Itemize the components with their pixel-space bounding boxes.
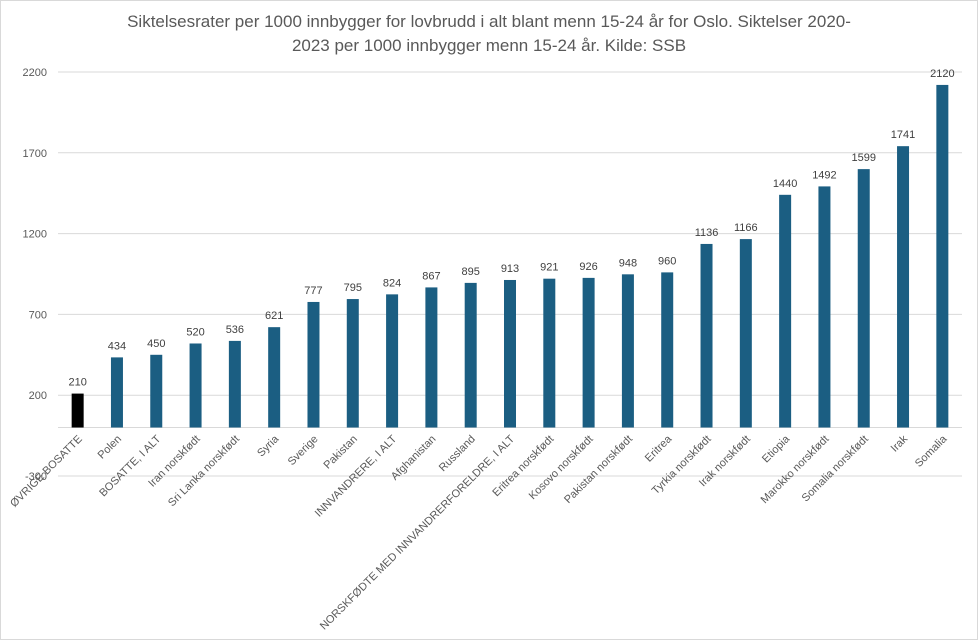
data-label: 1136	[695, 227, 719, 239]
y-tick-label: -300	[25, 471, 47, 483]
category-label: Etiopia	[760, 433, 793, 466]
category-label: Somalia	[913, 433, 950, 470]
data-label: 2120	[930, 68, 954, 80]
data-label: 960	[658, 255, 676, 267]
y-tick-label: 200	[29, 390, 47, 402]
data-label: 1166	[734, 222, 758, 234]
bar	[425, 287, 438, 428]
category-label: NORSKFØDTE MED INNVANDRERFORELDRE, I ALT	[318, 433, 517, 632]
bar	[150, 354, 163, 428]
y-tick-label: 2200	[23, 67, 47, 79]
bar	[739, 239, 752, 428]
data-label: 921	[540, 262, 558, 274]
y-axis: -300 200 700 1200 1700 2200	[23, 67, 47, 483]
bar	[818, 186, 831, 428]
category-label: Eritrea	[643, 433, 675, 465]
data-label: 926	[579, 261, 597, 273]
bar	[543, 278, 556, 428]
data-labels: 210 434 450 520 536 621 777 795 824 867 895 913 921 9…	[68, 68, 954, 389]
chart-title-line-1: Siktelsesrater per 1000 innbygger for lo…	[127, 12, 851, 31]
data-label: 1741	[891, 129, 915, 141]
category-label: Syria	[255, 433, 282, 460]
category-label: Marokko norskfødt	[759, 433, 832, 506]
category-label: Pakistan norskfødt	[562, 433, 635, 506]
category-label: Irak	[889, 433, 911, 455]
chart-title-line-2: 2023 per 1000 innbygger menn 15-24 år. K…	[291, 36, 687, 55]
category-label: ØVRIGE BOSATTE	[8, 433, 85, 510]
bar	[936, 84, 949, 428]
data-label: 867	[422, 270, 440, 282]
bar	[71, 393, 84, 428]
bar	[189, 343, 202, 428]
data-label: 1440	[773, 178, 797, 190]
data-label: 450	[147, 338, 165, 350]
data-label: 895	[462, 266, 480, 278]
bar	[582, 277, 595, 428]
bars	[71, 84, 949, 428]
category-label: Russland	[437, 433, 478, 474]
bar	[621, 274, 634, 428]
data-label: 1492	[812, 169, 836, 181]
bar	[110, 357, 123, 428]
y-tick-label: 1200	[23, 229, 47, 241]
bar	[779, 194, 792, 428]
bar	[464, 282, 477, 428]
chart-title: Siktelsesrater per 1000 innbygger for lo…	[0, 10, 978, 58]
bar	[857, 169, 870, 428]
data-label: 434	[108, 340, 126, 352]
data-label: 795	[344, 282, 362, 294]
y-tick-label: 700	[29, 309, 47, 321]
data-label: 913	[501, 263, 519, 275]
bar	[307, 301, 320, 428]
data-label: 536	[226, 324, 244, 336]
bar	[228, 340, 241, 428]
category-label: Pakistan	[322, 433, 360, 471]
data-label: 621	[265, 310, 283, 322]
bar	[386, 294, 399, 428]
category-label: Sri Lanka norskfødt	[166, 433, 242, 509]
bar	[268, 327, 281, 428]
y-tick-label: 1700	[23, 148, 47, 160]
data-label: 777	[304, 285, 322, 297]
data-label: 520	[186, 326, 204, 338]
data-label: 1599	[851, 152, 875, 164]
bar	[504, 279, 516, 428]
bar	[700, 243, 713, 428]
category-label: Sverige	[286, 433, 321, 468]
category-label: Polen	[96, 433, 124, 461]
data-label: 210	[68, 377, 86, 389]
category-label: Somalia norskfødt	[800, 433, 871, 504]
bar	[346, 299, 359, 428]
bar	[661, 272, 674, 428]
data-label: 824	[383, 277, 401, 289]
bar	[897, 146, 910, 428]
data-label: 948	[619, 257, 637, 269]
